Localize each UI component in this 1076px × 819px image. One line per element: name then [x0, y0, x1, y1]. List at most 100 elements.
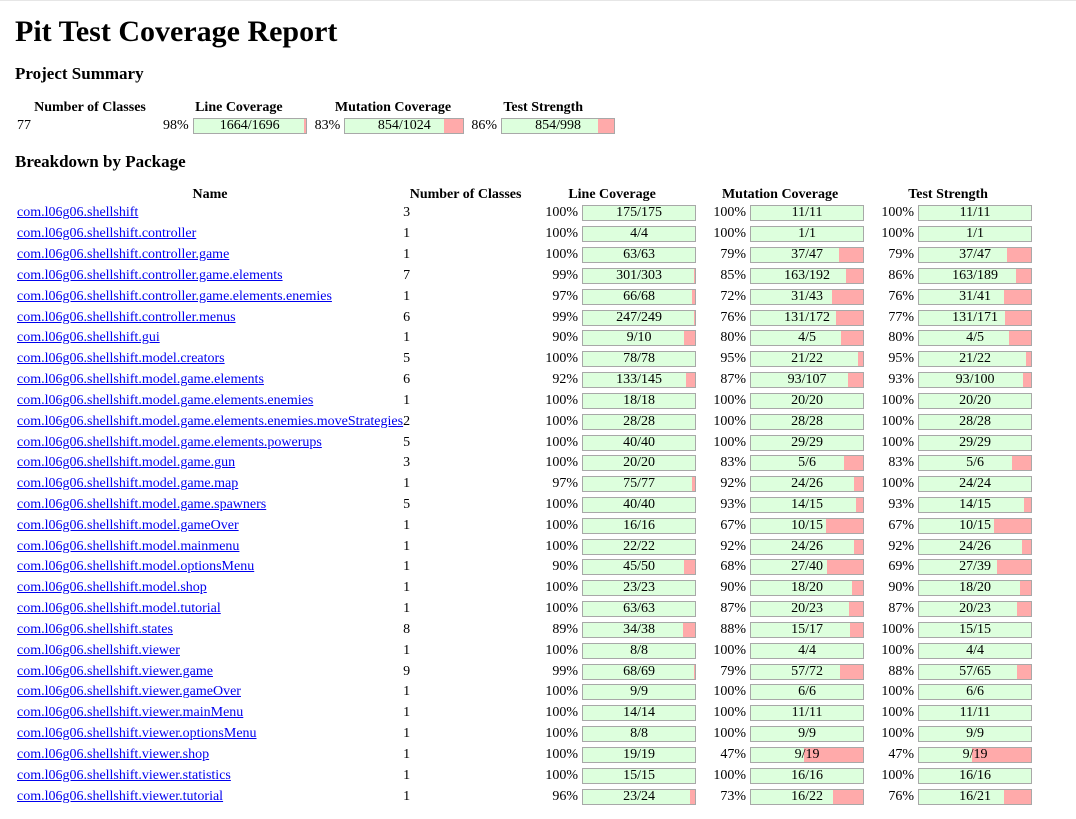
- summary-header-classes: Number of Classes: [34, 100, 146, 115]
- package-link[interactable]: com.l06g06.shellshift.model.game.spawner…: [17, 497, 267, 512]
- package-link[interactable]: com.l06g06.shellshift.viewer.optionsMenu: [17, 726, 257, 742]
- package-row: com.l06g06.shellshift.states 8 89% 34/38 88%…: [17, 620, 1033, 641]
- package-classes: 8: [403, 621, 411, 637]
- package-link[interactable]: com.l06g06.shellshift.model.shop: [17, 580, 207, 596]
- line-coverage-bar: 133/145: [582, 372, 697, 389]
- package-link[interactable]: com.l06g06.shellshift.controller: [17, 226, 197, 242]
- package-classes: 1: [403, 392, 411, 408]
- package-row: com.l06g06.shellshift.controller.game.el…: [17, 286, 1033, 307]
- package-classes: 1: [403, 705, 411, 721]
- strength-coverage-bar: 11/11: [918, 705, 1033, 722]
- mutation-coverage-label: 4/5: [798, 330, 817, 346]
- package-row: com.l06g06.shellshift.model.game.spawner…: [17, 495, 1033, 516]
- strength-coverage-bar: 37/47: [918, 247, 1033, 264]
- mutation-coverage-bar: 5/6: [750, 455, 865, 472]
- strength-coverage-label: 29/29: [959, 434, 992, 450]
- package-link[interactable]: com.l06g06.shellshift.viewer: [17, 642, 180, 658]
- package-link[interactable]: com.l06g06.shellshift.viewer.game: [17, 663, 213, 679]
- mutation-coverage-pct: 92%: [720, 476, 747, 492]
- package-classes: 1: [403, 559, 411, 575]
- summary-header-strength: Test Strength: [503, 100, 584, 115]
- mutation-coverage-pct: 80%: [720, 330, 747, 346]
- strength-coverage-bar: 20/23: [918, 601, 1033, 618]
- line-coverage-label: 45/50: [623, 559, 656, 575]
- line-coverage-pct: 100%: [545, 392, 579, 408]
- mutation-coverage-pct: 100%: [713, 642, 747, 658]
- strength-coverage-label: 57/65: [959, 663, 992, 679]
- strength-coverage-bar: 27/39: [918, 559, 1033, 576]
- mutation-coverage-pct: 76%: [720, 309, 747, 325]
- package-link[interactable]: com.l06g06.shellshift.model.game.element…: [17, 434, 322, 450]
- strength-coverage-bar: 93/100: [918, 372, 1033, 389]
- mutation-coverage-pct: 67%: [720, 517, 747, 533]
- package-link[interactable]: com.l06g06.shellshift.viewer.statistics: [17, 767, 231, 783]
- mutation-coverage-label: 11/11: [791, 705, 823, 721]
- package-link[interactable]: com.l06g06.shellshift.model.game.element…: [17, 413, 404, 429]
- mutation-coverage-bar: 11/11: [750, 205, 865, 222]
- mutation-coverage-pct: 93%: [720, 497, 747, 512]
- package-name-cell: com.l06g06.shellshift.viewer.optionsMenu: [17, 724, 403, 745]
- package-name-cell: com.l06g06.shellshift.model.tutorial: [17, 599, 403, 620]
- package-link[interactable]: com.l06g06.shellshift.viewer.shop: [17, 746, 210, 762]
- line-coverage-pct: 100%: [545, 642, 579, 658]
- package-link[interactable]: com.l06g06.shellshift.model.optionsMenu: [17, 559, 255, 575]
- strength-coverage-label: 1/1: [966, 226, 985, 242]
- package-name-cell: com.l06g06.shellshift.model.creators: [17, 349, 403, 370]
- test-strength-pct: 100%: [881, 476, 915, 492]
- package-link[interactable]: com.l06g06.shellshift.model.creators: [17, 351, 225, 367]
- package-link[interactable]: com.l06g06.shellshift.controller.game.el…: [17, 288, 332, 304]
- line-coverage-label: 9/9: [630, 684, 649, 700]
- package-link[interactable]: com.l06g06.shellshift.model.game.gun: [17, 455, 236, 471]
- strength-coverage-bar: 24/26: [918, 538, 1033, 555]
- mutation-coverage-label: 20/20: [791, 392, 824, 408]
- mutation-coverage-label: 16/16: [791, 767, 824, 783]
- mutation-coverage-label: 1/1: [798, 226, 817, 242]
- package-link[interactable]: com.l06g06.shellshift.viewer.mainMenu: [17, 705, 244, 721]
- package-link[interactable]: com.l06g06.shellshift.viewer.gameOver: [17, 684, 241, 700]
- strength-coverage-bar: 1/1: [918, 226, 1033, 243]
- line-coverage-bar: 22/22: [582, 538, 697, 555]
- package-link[interactable]: com.l06g06.shellshift.viewer.tutorial: [17, 788, 224, 804]
- line-coverage-pct: 90%: [552, 559, 579, 575]
- project-summary-heading: Project Summary: [15, 64, 144, 83]
- package-classes: 1: [403, 538, 411, 554]
- package-link[interactable]: com.l06g06.shellshift.controller.game.el…: [17, 267, 283, 283]
- mutation-coverage-label: 163/192: [784, 267, 831, 283]
- line-coverage-pct: 100%: [545, 434, 579, 450]
- summary-strength-pct: 86%: [471, 117, 498, 133]
- line-coverage-label: 66/68: [623, 288, 656, 304]
- package-name-cell: com.l06g06.shellshift.model.game.gun: [17, 453, 403, 474]
- package-link[interactable]: com.l06g06.shellshift.model.gameOver: [17, 517, 239, 533]
- test-strength-pct: 100%: [881, 226, 915, 242]
- strength-coverage-label: 37/47: [959, 247, 992, 263]
- mutation-coverage-pct: 73%: [720, 788, 747, 804]
- line-coverage-bar: 45/50: [582, 559, 697, 576]
- package-row: com.l06g06.shellshift.model.creators 5 100…: [17, 349, 1033, 370]
- mutation-coverage-label: 9/19: [794, 746, 820, 762]
- package-link[interactable]: com.l06g06.shellshift.model.tutorial: [17, 601, 221, 617]
- package-link[interactable]: com.l06g06.shellshift.controller.menus: [17, 309, 236, 325]
- package-name-cell: com.l06g06.shellshift: [17, 203, 403, 224]
- breakdown-header-line: Line Coverage: [568, 187, 656, 202]
- line-coverage-label: 18/18: [623, 392, 656, 408]
- strength-coverage-bar: 28/28: [918, 413, 1033, 430]
- line-coverage-pct: 99%: [552, 663, 579, 679]
- mutation-coverage-pct: 100%: [713, 413, 747, 429]
- package-link[interactable]: com.l06g06.shellshift.controller.game: [17, 247, 230, 263]
- package-link[interactable]: com.l06g06.shellshift.model.game.element…: [17, 372, 264, 388]
- summary-strength-label: 854/998: [535, 117, 581, 133]
- test-strength-pct: 100%: [881, 621, 915, 637]
- strength-coverage-bar: 131/171: [918, 309, 1033, 326]
- strength-coverage-bar: 21/22: [918, 351, 1033, 368]
- mutation-coverage-bar: 11/11: [750, 705, 865, 722]
- strength-coverage-label: 131/171: [952, 309, 999, 325]
- package-link[interactable]: com.l06g06.shellshift.model.game.element…: [17, 392, 314, 408]
- package-name-cell: com.l06g06.shellshift.model.mainmenu: [17, 536, 403, 557]
- package-link[interactable]: com.l06g06.shellshift.model.mainmenu: [17, 538, 240, 554]
- package-link[interactable]: com.l06g06.shellshift.model.game.map: [17, 476, 239, 492]
- line-coverage-label: 16/16: [623, 517, 656, 533]
- package-row: com.l06g06.shellshift.viewer.optionsMenu…: [17, 724, 1033, 745]
- package-link[interactable]: com.l06g06.shellshift.states: [17, 621, 173, 637]
- package-link[interactable]: com.l06g06.shellshift: [17, 205, 139, 221]
- package-link[interactable]: com.l06g06.shellshift.gui: [17, 330, 160, 346]
